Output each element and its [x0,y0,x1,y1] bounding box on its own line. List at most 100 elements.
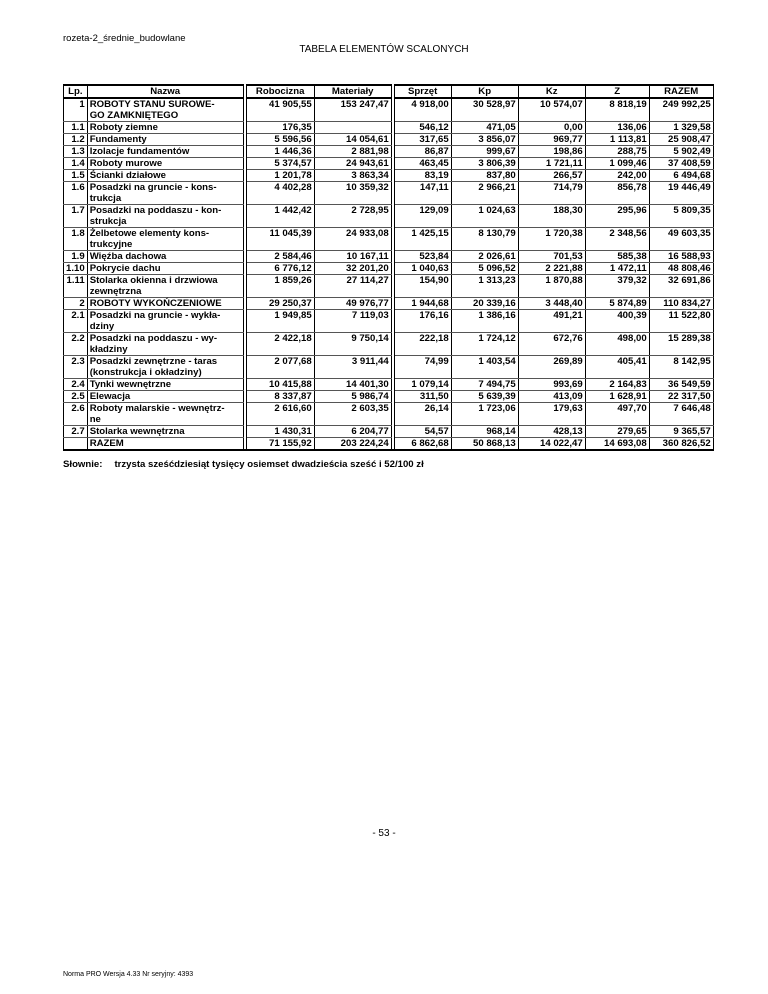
cell-robocizna: 71 155,92 [245,437,315,451]
cell-kp: 1 724,12 [450,332,519,356]
cell-materialy: 24 943,61 [313,157,392,170]
cell-kp: 3 856,07 [450,133,519,146]
cell-sprzet: 1 079,14 [393,378,452,391]
header-kp: Kp [450,84,519,99]
cell-robocizna: 1 859,26 [245,274,315,298]
cell-materialy: 7 119,03 [313,309,392,333]
cell-sprzet: 176,16 [393,309,452,333]
cell-kp: 1 313,23 [450,274,519,298]
table-row: 1.7 Posadzki na poddaszu - kon- strukcja 1… [63,204,714,228]
cell-materialy: 27 114,27 [313,274,392,298]
cell-z: 2 164,83 [584,378,650,391]
cell-sprzet: 523,84 [393,250,452,263]
table-row: 2.2 Posadzki na poddaszu - wy- kładziny 2 … [63,332,714,356]
cell-robocizna: 29 250,37 [245,297,315,310]
cell-kp: 30 528,97 [450,98,519,122]
cell-materialy: 9 750,14 [313,332,392,356]
cell-materialy: 2 881,98 [313,145,392,158]
table-row: 1.8 Żelbetowe elementy kons- trukcyjne 11 … [63,227,714,251]
table-row: 1.3 Izolacje fundamentów 1 446,36 2 881,98 8… [63,145,714,158]
cell-materialy: 14 401,30 [313,378,392,391]
cell-kz: 969,77 [517,133,586,146]
document-name: rozeta-2_średnie_budowlane [63,33,186,44]
cell-kp: 20 339,16 [450,297,519,310]
cell-razem: 249 992,25 [648,98,714,122]
cell-razem: 19 446,49 [648,181,714,205]
footer-text: Norma PRO Wersja 4.33 Nr seryjny: 4393 [63,971,194,978]
cell-sprzet: 154,90 [393,274,452,298]
cell-sprzet: 129,09 [393,204,452,228]
table-row: 1.2 Fundamenty 5 596,56 14 054,61 317,65 3 85… [63,133,714,146]
cell-z: 1 628,91 [584,390,650,403]
cell-kp: 2 026,61 [450,250,519,263]
cell-robocizna: 10 415,88 [245,378,315,391]
cell-kp: 1 024,63 [450,204,519,228]
cell-z: 400,39 [584,309,650,333]
cell-razem: 15 289,38 [648,332,714,356]
cell-lp: 1.8 [63,227,88,251]
cell-robocizna: 2 077,68 [245,355,315,379]
cell-kz: 714,79 [517,181,586,205]
cell-materialy: 153 247,47 [313,98,392,122]
cell-name: Roboty malarskie - wewnętrz- ne [86,402,244,426]
cell-lp: 1.6 [63,181,88,205]
cell-materialy: 2 728,95 [313,204,392,228]
table-row: 1.1 Roboty ziemne 176,35 546,12 471,05 0,00 13… [63,121,714,134]
cell-name: Roboty murowe [86,157,244,170]
cell-name: Roboty ziemne [86,121,244,134]
cell-robocizna: 1 949,85 [245,309,315,333]
cell-lp: 1.4 [63,157,88,170]
cell-razem: 36 549,59 [648,378,714,391]
cell-z: 379,32 [584,274,650,298]
cell-z: 288,75 [584,145,650,158]
cell-lp: 1.9 [63,250,88,263]
header-kz: Kz [517,84,586,99]
cell-robocizna: 6 776,12 [245,262,315,275]
cell-sprzet: 546,12 [393,121,452,134]
cell-materialy: 203 224,24 [313,437,392,451]
cell-razem: 8 142,95 [648,355,714,379]
cell-kp: 1 386,16 [450,309,519,333]
cell-sprzet: 147,11 [393,181,452,205]
cell-razem: 360 826,52 [648,437,714,451]
header-razem: RAZEM [648,84,714,99]
cell-robocizna: 2 616,60 [245,402,315,426]
cell-razem: 49 603,35 [648,227,714,251]
cell-z: 136,06 [584,121,650,134]
table-row: 1.4 Roboty murowe 5 374,57 24 943,61 463,45 3… [63,157,714,170]
elements-table: Lp. Nazwa Robocizna Materiały Sprzęt Kp Kz Z RAZ… [63,84,714,451]
cell-name: Posadzki na poddaszu - kon- strukcja [86,204,244,228]
cell-name: Posadzki na gruncie - kons- trukcja [86,181,244,205]
cell-materialy: 32 201,20 [313,262,392,275]
cell-z: 2 348,56 [584,227,650,251]
table-row: 2.7 Stolarka wewnętrzna 1 430,31 6 204,77 54… [63,425,714,438]
cell-kz: 428,13 [517,425,586,438]
table-row: 2.6 Roboty malarskie - wewnętrz- ne 2 616,… [63,402,714,426]
cell-lp: 2 [63,297,88,310]
cell-kp: 5 096,52 [450,262,519,275]
table-row: 2.5 Elewacja 8 337,87 5 986,74 311,50 5 639,3… [63,390,714,403]
cell-kp: 1 403,54 [450,355,519,379]
cell-razem: 22 317,50 [648,390,714,403]
cell-sprzet: 86,87 [393,145,452,158]
cell-z: 14 693,08 [584,437,650,451]
cell-sprzet: 74,99 [393,355,452,379]
cell-razem: 1 329,58 [648,121,714,134]
cell-name: Posadzki zewnętrzne - taras (konstrukcja… [86,355,244,379]
cell-sprzet: 1 944,68 [393,297,452,310]
cell-kz: 491,21 [517,309,586,333]
cell-kz: 672,76 [517,332,586,356]
cell-name: Fundamenty [86,133,244,146]
cell-name: RAZEM [86,437,244,451]
table-row: 1 ROBOTY STANU SUROWE- GO ZAMKNIĘTEGO 41 9… [63,98,714,122]
cell-kz: 14 022,47 [517,437,586,451]
cell-kp: 8 130,79 [450,227,519,251]
cell-z: 856,78 [584,181,650,205]
cell-name: Ścianki działowe [86,169,244,182]
table-row: 2 ROBOTY WYKOŃCZENIOWE 29 250,37 49 976,77 1… [63,297,714,310]
header-materialy: Materiały [313,84,392,99]
cell-sprzet: 463,45 [393,157,452,170]
cell-kp: 837,80 [450,169,519,182]
page-number: - 53 - [372,828,396,839]
cell-sprzet: 6 862,68 [393,437,452,451]
